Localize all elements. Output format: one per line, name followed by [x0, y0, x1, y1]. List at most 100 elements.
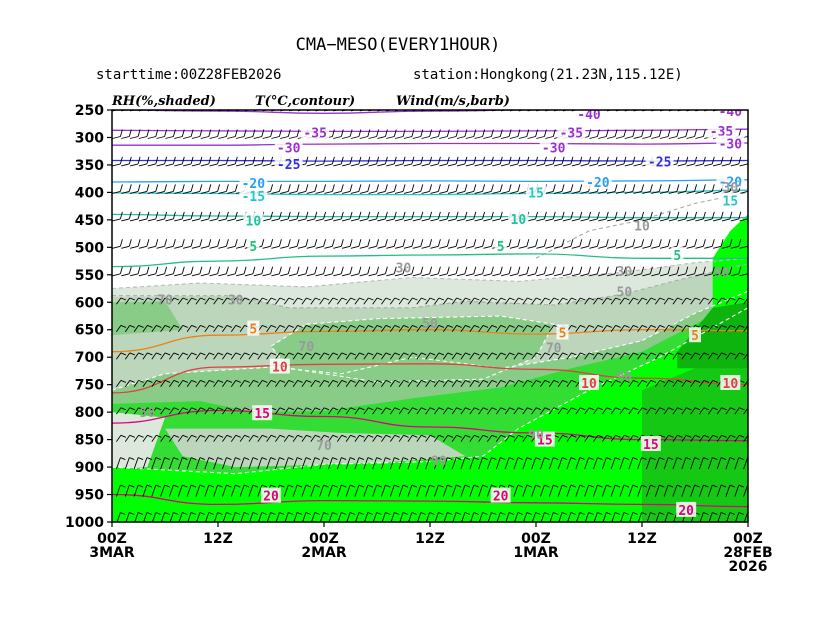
wind-barb: [257, 434, 268, 442]
wind-barb: [598, 129, 609, 139]
wind-barb: [389, 352, 400, 360]
wind-barb: [341, 184, 353, 194]
wind-barb: [248, 297, 259, 305]
wind-barb: [592, 457, 603, 470]
wind-barb: [487, 407, 498, 415]
wind-barb: [624, 266, 636, 277]
rh-label: 50: [422, 317, 438, 332]
wind-barb: [209, 211, 221, 222]
start-time-label: starttime:00Z28FEB2026: [96, 67, 281, 83]
temperature-label: 10: [581, 377, 597, 392]
wind-barb: [672, 352, 683, 360]
wind-barb: [615, 156, 627, 167]
wind-barb: [178, 512, 188, 522]
wind-barb: [403, 239, 415, 249]
wind-barb: [341, 239, 353, 249]
wind-barb: [239, 297, 250, 305]
wind-barb: [407, 297, 418, 305]
temperature-label: 15: [528, 186, 544, 201]
wind-barb: [540, 297, 551, 305]
wind-barb: [200, 211, 212, 222]
wind-barb: [124, 484, 135, 497]
wind-barb: [230, 379, 241, 387]
wind-barb: [447, 156, 459, 167]
wind-barb: [319, 457, 329, 470]
wind-barb: [319, 407, 330, 415]
wind-barb: [478, 457, 488, 470]
wind-barb: [142, 324, 153, 332]
temperature-label: 10: [723, 377, 739, 392]
wind-barb: [527, 266, 539, 277]
wind-barb: [495, 297, 506, 305]
wind-barb: [584, 352, 595, 360]
wind-barb: [646, 512, 656, 522]
wind-barb: [663, 324, 674, 332]
temperature-label-bg: [301, 124, 330, 140]
wind-barb: [430, 239, 441, 249]
rh-label: 70: [157, 294, 173, 309]
wind-legend-header: Wind(m/s,barb): [396, 94, 510, 109]
x-tick-label: 00Z: [733, 531, 763, 547]
wind-barb: [283, 379, 294, 387]
wind-barb: [112, 184, 123, 194]
wind-barb: [716, 434, 727, 442]
wind-barb: [169, 352, 180, 360]
wind-barb: [504, 324, 515, 332]
wind-barb: [504, 352, 515, 360]
wind-barb: [345, 297, 356, 305]
wind-barb: [394, 211, 406, 222]
temperature-label-bg: [557, 124, 586, 140]
wind-barb: [637, 512, 647, 522]
wind-barb: [319, 379, 330, 387]
wind-barb: [606, 156, 618, 167]
wind-barb: [540, 352, 551, 360]
wind-barb: [381, 297, 392, 305]
rh-label: 30: [617, 265, 633, 280]
wind-barb: [182, 184, 194, 194]
wind-barb: [474, 129, 486, 139]
wind-barb: [495, 379, 506, 387]
wind-barb: [681, 324, 692, 332]
x-tick-label: 12Z: [203, 531, 233, 547]
wind-barb: [112, 211, 123, 222]
wind-barb: [443, 512, 453, 522]
temperature-contour-11: [112, 493, 748, 508]
wind-barb: [469, 407, 480, 415]
wind-barb: [147, 239, 159, 249]
wind-barb: [147, 266, 159, 277]
temperature-contour-7: [112, 253, 748, 268]
wind-barb: [209, 129, 221, 139]
wind-barb: [292, 352, 303, 360]
wind-barb: [523, 512, 532, 522]
wind-barb: [557, 457, 568, 470]
wind-barb: [743, 484, 748, 497]
wind-barb: [407, 407, 418, 415]
wind-barb: [707, 407, 718, 415]
wind-barb: [271, 129, 282, 139]
wind-barb: [142, 407, 153, 415]
wind-barb: [319, 484, 329, 497]
wind-barb: [434, 512, 444, 522]
wind-barb: [292, 379, 303, 387]
wind-barb: [204, 324, 215, 332]
wind-barb: [442, 379, 453, 387]
wind-barb: [474, 184, 486, 194]
wind-barb: [121, 211, 132, 222]
wind-barb: [249, 512, 259, 522]
wind-barb: [354, 324, 365, 332]
wind-barb: [151, 407, 162, 415]
wind-barb: [553, 239, 565, 249]
wind-barb: [182, 239, 194, 249]
wind-barb: [654, 297, 665, 305]
temperature-label: 5: [691, 329, 699, 344]
wind-barb: [619, 379, 630, 387]
wind-barb: [645, 457, 656, 470]
wind-barb: [421, 239, 433, 249]
wind-barb: [381, 352, 392, 360]
wind-barb: [227, 266, 238, 277]
wind-barb: [571, 184, 583, 194]
wind-barb: [416, 407, 427, 415]
wind-barb: [456, 184, 468, 194]
temperature-label: -20: [586, 176, 610, 191]
wind-barb: [266, 379, 277, 387]
